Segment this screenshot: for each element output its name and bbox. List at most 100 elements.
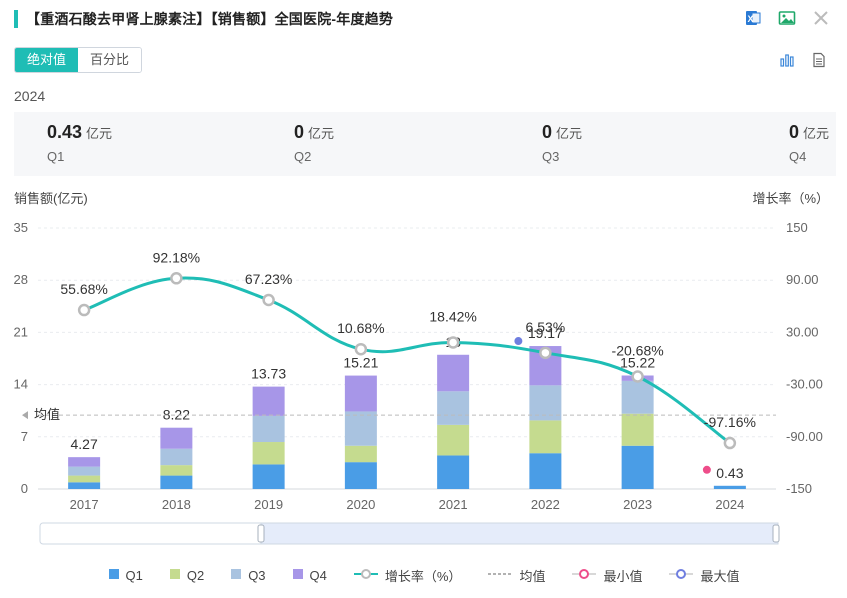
zoom-slider-window[interactable] bbox=[260, 522, 779, 545]
legend-item[interactable]: 均值 bbox=[487, 566, 545, 585]
legend-item[interactable]: Q4 bbox=[292, 566, 327, 585]
x-tick-label: 2020 bbox=[346, 497, 375, 512]
table-view-icon[interactable] bbox=[809, 50, 829, 70]
growth-rate-point[interactable] bbox=[723, 436, 737, 450]
legend-item[interactable]: 最大值 bbox=[668, 566, 739, 585]
bar-q3[interactable] bbox=[160, 448, 193, 466]
growth-rate-label: 6.53% bbox=[526, 319, 566, 335]
bar-q3[interactable] bbox=[529, 385, 562, 421]
percentage-button[interactable]: 百分比 bbox=[78, 48, 142, 72]
kpi-unit: 亿元 bbox=[86, 126, 113, 141]
bar-total-label: 13.73 bbox=[251, 366, 286, 382]
x-tick-label: 2018 bbox=[162, 497, 191, 512]
growth-rate-label: 18.42% bbox=[429, 308, 476, 324]
zoom-slider-handle-left[interactable] bbox=[257, 524, 265, 543]
legend-label: 均值 bbox=[519, 569, 546, 584]
legend-swatch-icon bbox=[571, 568, 597, 583]
svg-text:X: X bbox=[748, 14, 754, 24]
average-label: 均值 bbox=[34, 407, 60, 422]
bar-q4[interactable] bbox=[437, 354, 470, 392]
average-marker-icon bbox=[22, 411, 28, 420]
kpi-item-q2: 0 亿元 Q2 bbox=[294, 122, 334, 164]
bar-q4[interactable] bbox=[252, 386, 285, 416]
bar-total-label: 15.21 bbox=[343, 355, 378, 371]
growth-rate-point[interactable] bbox=[631, 370, 644, 383]
growth-rate-point[interactable] bbox=[77, 303, 91, 317]
bar-q4[interactable] bbox=[68, 457, 101, 467]
legend-label: 增长率（%） bbox=[384, 569, 462, 584]
legend-item[interactable]: Q1 bbox=[108, 566, 143, 585]
kpi-unit: 亿元 bbox=[556, 126, 583, 141]
bar-q1[interactable] bbox=[252, 464, 285, 489]
bar-q4[interactable] bbox=[160, 427, 193, 449]
legend-swatch-icon bbox=[230, 568, 242, 583]
right-axis-title: 增长率（%） bbox=[752, 191, 829, 206]
growth-rate-label: 92.18% bbox=[153, 249, 200, 265]
bar-q1[interactable] bbox=[437, 455, 470, 489]
kpi-value: 0 bbox=[294, 122, 305, 142]
x-tick-label: 2023 bbox=[623, 497, 652, 512]
y2-tick-label: -30.00 bbox=[786, 377, 823, 392]
kpi-quarter: Q3 bbox=[542, 149, 560, 164]
x-tick-label: 2024 bbox=[715, 497, 744, 512]
bar-q3[interactable] bbox=[621, 380, 654, 414]
kpi-item-q1: 0.43 亿元 Q1 bbox=[47, 122, 112, 164]
legend-label: 最大值 bbox=[700, 569, 740, 584]
legend-swatch-icon bbox=[353, 568, 379, 583]
y2-tick-label: -150 bbox=[786, 481, 812, 496]
image-export-icon[interactable] bbox=[777, 8, 797, 28]
bar-q2[interactable] bbox=[252, 442, 285, 465]
y-tick-label: 35 bbox=[14, 220, 28, 235]
bar-q4[interactable] bbox=[344, 375, 377, 412]
growth-rate-point[interactable] bbox=[262, 293, 275, 307]
growth-rate-point[interactable] bbox=[446, 336, 460, 349]
y-tick-label: 14 bbox=[14, 377, 28, 392]
bar-q1[interactable] bbox=[529, 453, 562, 489]
y2-tick-label: 150 bbox=[786, 220, 808, 235]
x-tick-label: 2022 bbox=[531, 497, 560, 512]
bar-q3[interactable] bbox=[68, 466, 101, 476]
legend-swatch-icon bbox=[668, 568, 694, 583]
growth-rate-point[interactable] bbox=[170, 272, 183, 285]
page-title: 【重酒石酸去甲肾上腺素注】【销售额】全国医院-年度趋势 bbox=[26, 11, 394, 27]
bar-q2[interactable] bbox=[529, 420, 562, 454]
x-tick-label: 2019 bbox=[254, 497, 283, 512]
legend-label: Q2 bbox=[186, 568, 205, 583]
bar-total-label: 4.27 bbox=[71, 436, 98, 452]
bar-q1[interactable] bbox=[344, 462, 377, 489]
bar-q1[interactable] bbox=[160, 475, 193, 489]
bar-q3[interactable] bbox=[252, 415, 285, 443]
legend-item[interactable]: 最小值 bbox=[571, 566, 642, 585]
bar-q2[interactable] bbox=[160, 465, 193, 476]
excel-export-icon[interactable]: X bbox=[743, 8, 763, 28]
bar-q1[interactable] bbox=[68, 482, 101, 489]
growth-rate-point[interactable] bbox=[354, 342, 368, 356]
legend-item[interactable]: Q3 bbox=[230, 566, 266, 585]
bar-q2[interactable] bbox=[621, 413, 654, 446]
bar-chart-icon[interactable] bbox=[777, 50, 797, 70]
kpi-item-q4: 0 亿元 Q4 bbox=[789, 122, 829, 164]
y2-tick-label: -90.00 bbox=[786, 429, 823, 444]
absolute-value-button[interactable]: 绝对值 bbox=[15, 48, 79, 72]
y2-tick-label: 30.00 bbox=[786, 324, 819, 339]
bar-total-label: 0.43 bbox=[716, 465, 743, 481]
zoom-slider-handle-right[interactable] bbox=[772, 524, 780, 543]
close-icon[interactable] bbox=[811, 8, 831, 28]
bar-q2[interactable] bbox=[437, 424, 470, 456]
growth-rate-point[interactable] bbox=[539, 346, 552, 360]
legend-label: 最小值 bbox=[603, 569, 643, 584]
kpi-quarter: Q1 bbox=[47, 149, 65, 164]
year-label: 2024 bbox=[14, 88, 46, 104]
bar-q3[interactable] bbox=[344, 411, 377, 446]
min-value-marker bbox=[702, 465, 711, 474]
x-tick-label: 2017 bbox=[70, 497, 99, 512]
legend-item[interactable]: Q2 bbox=[169, 566, 204, 585]
bar-q2[interactable] bbox=[344, 445, 377, 463]
y-tick-label: 21 bbox=[14, 324, 28, 339]
legend-item[interactable]: 增长率（%） bbox=[353, 566, 462, 585]
bar-q2[interactable] bbox=[68, 475, 101, 483]
bar-q1[interactable] bbox=[621, 445, 654, 489]
bar-q3[interactable] bbox=[437, 391, 470, 425]
bar-q1[interactable] bbox=[713, 485, 746, 489]
y-tick-label: 7 bbox=[21, 429, 28, 444]
